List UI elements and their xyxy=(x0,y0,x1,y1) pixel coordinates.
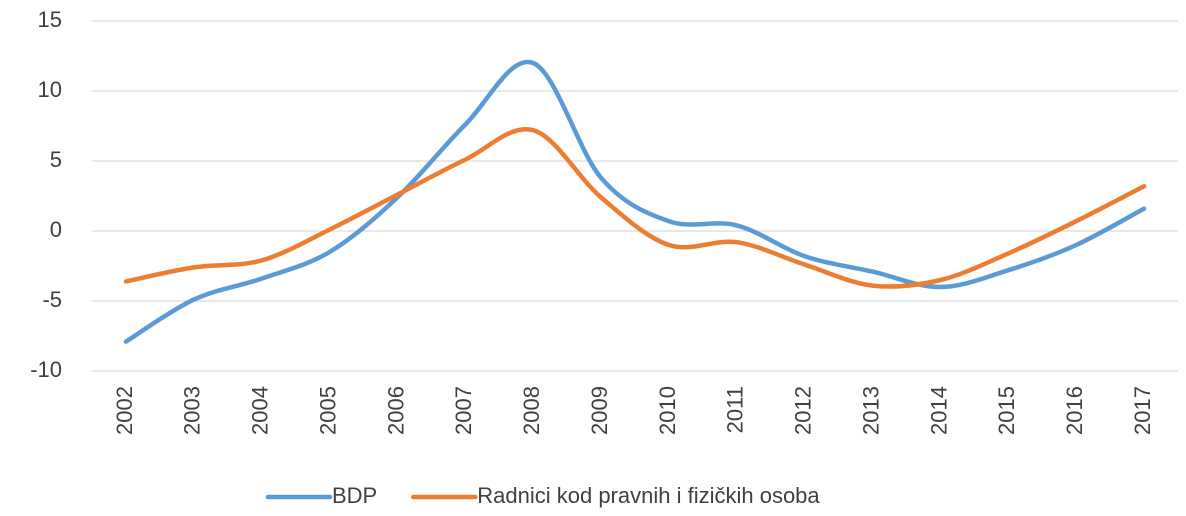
y-tick-label: -5 xyxy=(42,287,62,312)
legend-label: Radnici kod pravnih i fizičkih osoba xyxy=(477,483,820,508)
x-tick-label: 2002 xyxy=(112,386,137,435)
x-tick-label: 2012 xyxy=(791,386,816,435)
series-line xyxy=(123,59,1147,344)
y-tick-label: 10 xyxy=(38,77,62,102)
x-tick-label: 2013 xyxy=(858,386,883,435)
x-tick-label: 2003 xyxy=(180,386,205,435)
y-tick-label: 0 xyxy=(50,217,62,242)
x-tick-label: 2005 xyxy=(315,386,340,435)
x-tick-label: 2010 xyxy=(655,386,680,435)
y-tick-label: 5 xyxy=(50,147,62,172)
x-tick-label: 2017 xyxy=(1130,386,1155,435)
y-tick-label: -10 xyxy=(30,357,62,382)
x-tick-label: 2004 xyxy=(248,386,273,435)
x-tick-label: 2009 xyxy=(587,386,612,435)
x-tick-label: 2014 xyxy=(926,386,951,435)
x-tick-label: 2015 xyxy=(994,386,1019,435)
legend-label: BDP xyxy=(332,483,377,508)
series-line xyxy=(123,126,1147,289)
x-tick-label: 2016 xyxy=(1062,386,1087,435)
x-tick-label: 2011 xyxy=(723,386,748,433)
x-tick-label: 2006 xyxy=(383,386,408,435)
x-tick-label: 2008 xyxy=(519,386,544,435)
x-tick-label: 2007 xyxy=(451,386,476,435)
y-tick-label: 15 xyxy=(38,7,62,32)
